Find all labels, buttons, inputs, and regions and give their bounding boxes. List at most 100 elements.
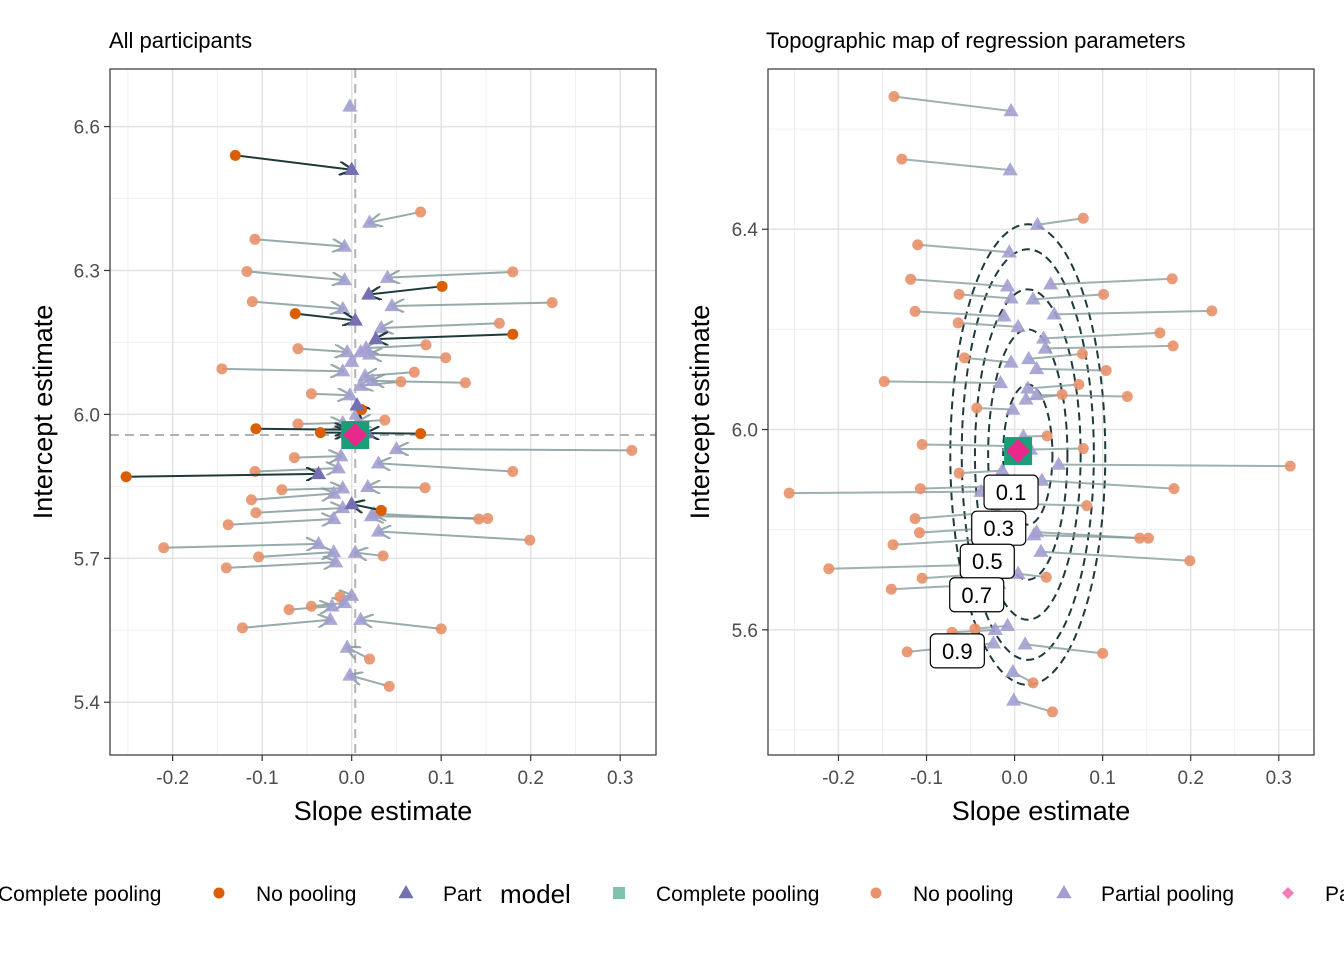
left-highlighted-partial-pooling-point: [347, 312, 363, 326]
right-shrinkage-line: [1040, 550, 1190, 562]
left-x-tick-label: 0.0: [338, 768, 364, 789]
left-no-pooling-point: [249, 233, 261, 245]
left-no-pooling-point: [246, 296, 258, 308]
right-partial-pooling-center-point: [1006, 439, 1031, 464]
right-shrinkage-line: [1037, 217, 1084, 226]
left-partial-pooling-point: [335, 480, 351, 494]
right-no-pooling-point: [888, 91, 900, 103]
right-no-pooling-point: [953, 467, 965, 479]
left-partial-pooling-point: [339, 344, 355, 358]
left-partial-pooling-point: [342, 98, 358, 112]
left-no-pooling-point: [420, 339, 432, 351]
legend-title: model: [500, 879, 571, 909]
right-no-pooling-point: [1154, 327, 1166, 339]
left-x-tick-label: -0.2: [156, 768, 189, 789]
left-partial-pooling-point: [310, 535, 327, 550]
right-partial-pooling-point: [1003, 354, 1019, 368]
right-partial-pooling-point: [1005, 663, 1021, 678]
left-highlighted-arrow: [255, 429, 347, 430]
left-partial-pooling-center-point: [343, 423, 368, 448]
left-shrinkage-arrow: [242, 620, 330, 629]
left-highlighted-arrow: [376, 334, 513, 339]
right-shrinkage-line: [958, 321, 1019, 328]
left-partial-pooling-point: [344, 353, 360, 367]
left-no-pooling-point: [524, 534, 536, 546]
left-y-tick-label: 6.3: [74, 261, 100, 282]
left-no-pooling-point: [220, 562, 232, 574]
right-partial-pooling-point: [992, 374, 1009, 389]
left-background-points: [158, 98, 638, 692]
legend-items: Complete pooling No pooling Partial poolin…: [613, 883, 1344, 906]
right-no-pooling-point: [916, 439, 928, 451]
left-partial-pooling-point: [324, 598, 340, 612]
legend-item-label: No pooling: [913, 883, 1013, 906]
left-partial-pooling-point: [364, 372, 380, 387]
left-highlighted-partial-pooling-point: [344, 161, 360, 175]
right-partial-pooling-point: [1051, 456, 1067, 470]
right-x-axis-label: Slope estimate: [952, 796, 1131, 826]
left-shrinkage-arrow: [297, 423, 343, 424]
left-shrinkage-arrow: [370, 210, 421, 223]
right-no-pooling-point: [958, 352, 970, 364]
right-no-pooling-point: [1056, 388, 1068, 400]
left-highlighted-no-pooling-point: [289, 308, 301, 320]
right-partial-pooling-point: [1020, 380, 1036, 394]
left-shrinkage-arrow: [221, 369, 343, 371]
right-no-pooling-point: [1077, 212, 1089, 224]
left-no-pooling-point: [283, 604, 295, 616]
left-no-pooling-point: [222, 519, 234, 531]
right-shrinkage-line: [828, 563, 983, 570]
left-y-tick-label: 5.4: [74, 693, 101, 714]
left-shrinkage-arrow: [254, 238, 345, 246]
left-highlighted-arrow: [235, 154, 351, 169]
left-partial-pooling-point: [379, 269, 396, 283]
right-contour-label: 0.7: [961, 583, 992, 608]
left-x-tick-label: 0.1: [428, 768, 454, 789]
right-shrinkage-line: [910, 278, 1008, 288]
left-shrinkage-arrow: [246, 270, 345, 280]
right-no-pooling-point: [916, 572, 928, 584]
right-shrinkage-line: [915, 310, 1005, 318]
left-shrinkage-arrow: [258, 552, 334, 557]
left-partial-pooling-point: [360, 478, 376, 493]
right-partial-pooling-point: [985, 635, 1002, 649]
right-partial-pooling-point: [1017, 636, 1033, 650]
right-no-pooling-point: [887, 539, 899, 551]
right-contour-label: 0.5: [972, 549, 1003, 574]
left-shrinkage-arrow: [251, 494, 333, 500]
right-partial-pooling-point: [1033, 543, 1049, 557]
left-highlighted-no-pooling-point: [314, 427, 326, 439]
right-axes: -0.2 -0.1 0.0 0.1 0.2 0.3 5.6 6.0 6.4: [732, 220, 1292, 789]
left-partial-pooling-point: [370, 455, 387, 469]
right-contour-label: 0.3: [983, 516, 1014, 541]
left-plot-background: [110, 69, 656, 755]
left-highlighted-no-pooling-point: [436, 280, 448, 292]
left-plot-border: [109, 68, 657, 756]
right-partial-pooling-point: [996, 308, 1012, 322]
left-no-pooling-point: [440, 352, 452, 364]
left-no-pooling-point: [250, 507, 262, 519]
left-no-pooling-point: [546, 297, 558, 309]
right-no-pooling-point: [1284, 460, 1296, 472]
right-pooled-estimates: [1004, 437, 1033, 466]
right-no-pooling-point: [909, 513, 921, 525]
left-no-pooling-point: [395, 376, 407, 388]
right-no-pooling-point: [901, 646, 913, 658]
left-shrinkage-arrow: [226, 562, 335, 568]
right-no-pooling-point: [896, 153, 908, 165]
left-x-axis-label: Slope estimate: [294, 796, 473, 826]
right-partial-pooling-point: [999, 278, 1016, 292]
right-y-tick-label: 6.0: [732, 421, 758, 442]
right-no-pooling-point: [953, 288, 965, 300]
left-shrinkage-arrow: [255, 508, 343, 513]
left-partial-pooling-point: [336, 272, 353, 286]
right-shrinkage-line: [884, 380, 1001, 384]
left-y-tick-label: 5.7: [74, 549, 100, 570]
left-no-pooling-point: [408, 366, 420, 378]
right-shrinkage-line: [959, 469, 1003, 475]
left-shrinkage-arrow: [371, 516, 488, 518]
right-no-pooling-point: [1073, 378, 1085, 390]
right-no-pooling-point: [1142, 532, 1154, 544]
right-partial-pooling-point: [1021, 350, 1037, 365]
